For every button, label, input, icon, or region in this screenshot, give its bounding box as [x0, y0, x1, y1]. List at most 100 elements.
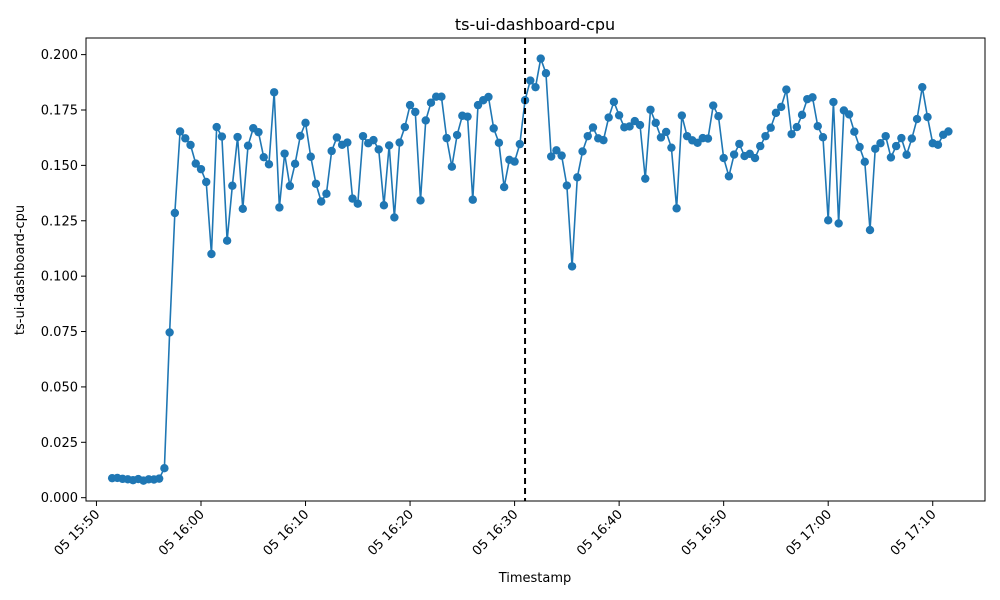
data-point [186, 140, 195, 150]
y-tick-label: 0.025 [41, 436, 78, 451]
data-point [421, 116, 430, 125]
data-point [604, 113, 613, 122]
data-point [933, 140, 943, 149]
data-point [714, 112, 723, 121]
data-point [782, 85, 791, 94]
data-point [353, 199, 362, 208]
data-point [824, 216, 833, 225]
data-point [280, 149, 289, 158]
data-point [264, 160, 274, 169]
data-point [891, 141, 901, 151]
data-point [923, 112, 932, 122]
data-point [290, 159, 300, 169]
data-point [212, 122, 221, 132]
data-point [191, 159, 200, 168]
data-point [269, 88, 279, 97]
data-point [358, 131, 368, 141]
plot-frame [85, 37, 986, 502]
data-point [379, 201, 389, 210]
data-point [567, 262, 577, 271]
data-point [369, 135, 378, 145]
data-point [254, 127, 263, 137]
data-point [322, 189, 331, 198]
data-point [541, 69, 551, 78]
data-point [390, 213, 399, 222]
data-point [771, 108, 781, 118]
data-point [510, 157, 519, 166]
data-point [907, 134, 917, 143]
data-point [343, 138, 352, 147]
data-point [646, 105, 655, 114]
data-point [228, 181, 237, 190]
data-point [813, 121, 822, 131]
data-point [735, 139, 744, 149]
data-point [552, 146, 561, 155]
y-tick-label: 0.075 [41, 325, 78, 340]
data-point [243, 141, 253, 150]
data-point [411, 107, 420, 117]
y-tick-label: 0.000 [41, 491, 78, 506]
data-point [944, 127, 953, 136]
data-point [327, 146, 336, 156]
data-point [348, 194, 357, 203]
data-point [442, 133, 451, 143]
data-point [175, 127, 185, 136]
data-point [635, 120, 645, 130]
data-point [918, 82, 927, 92]
data-point [855, 142, 864, 152]
data-point [614, 111, 624, 120]
data-point [766, 123, 775, 132]
data-point [494, 138, 504, 147]
data-point [871, 144, 880, 153]
data-point [317, 197, 326, 206]
data-point [860, 157, 869, 167]
data-point [416, 196, 425, 205]
data-point [484, 92, 493, 102]
data-point [886, 153, 896, 162]
data-point [902, 150, 911, 159]
data-point [181, 134, 190, 143]
data-point [719, 153, 728, 163]
data-point [426, 98, 436, 107]
y-tick-label: 0.125 [41, 214, 78, 229]
data-point [165, 328, 174, 337]
y-tick-label: 0.150 [41, 159, 78, 174]
data-point [724, 172, 734, 181]
data-point [756, 141, 765, 151]
data-point [818, 133, 828, 142]
data-point [750, 153, 760, 163]
data-point [656, 133, 666, 142]
data-point [792, 122, 802, 132]
data-point [217, 132, 227, 141]
data-point [897, 133, 906, 143]
data-point [588, 123, 598, 132]
data-point [332, 133, 342, 142]
data-point [468, 195, 477, 204]
data-point [557, 151, 566, 160]
data-point [808, 93, 817, 102]
y-tick-label: 0.175 [41, 103, 78, 118]
data-point [709, 101, 718, 110]
data-point [865, 225, 875, 235]
data-point [625, 122, 634, 131]
data-point [583, 131, 592, 141]
data-point [374, 145, 383, 154]
data-point [536, 54, 545, 63]
data-point [400, 122, 410, 132]
data-point [170, 208, 180, 218]
data-point [729, 150, 739, 159]
data-point [238, 204, 247, 213]
data-point [405, 100, 415, 110]
data-point [672, 204, 681, 213]
data-point [515, 139, 525, 149]
data-point [776, 102, 786, 112]
y-tick-label: 0.100 [41, 270, 78, 285]
data-point [222, 236, 232, 245]
data-point [797, 110, 807, 120]
data-point [667, 143, 676, 152]
data-point [463, 112, 472, 121]
data-point [599, 135, 608, 145]
data-point [829, 97, 838, 107]
data-point [850, 127, 859, 136]
data-point [787, 129, 796, 139]
